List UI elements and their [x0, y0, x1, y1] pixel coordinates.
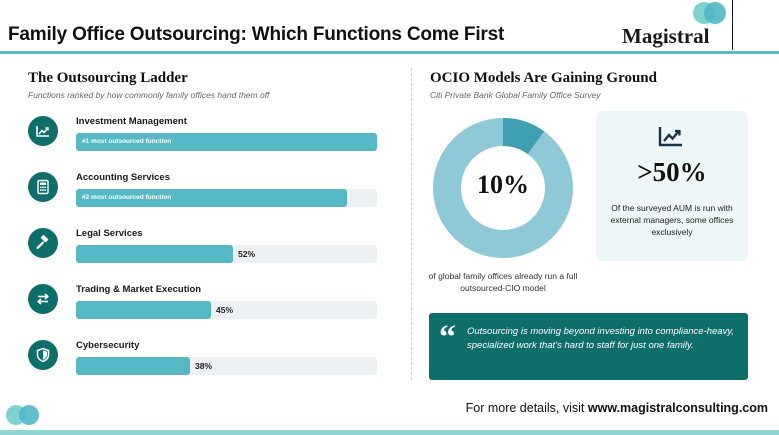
ladder-subtitle: Functions ranked by how commonly family …	[28, 90, 270, 100]
header: Family Office Outsourcing: Which Functio…	[0, 0, 779, 54]
section-divider	[411, 68, 412, 380]
donut-value: 10%	[477, 170, 529, 199]
chart-trend-icon	[658, 127, 682, 147]
ocio-title: OCIO Models Are Gaining Ground	[430, 70, 657, 86]
aum-stat-card: >50% Of the surveyed AUM is run with ext…	[596, 111, 748, 261]
ladder-title: The Outsourcing Ladder	[28, 70, 188, 86]
quote-icon: “	[439, 319, 456, 356]
ladder-item: Cybersecurity 38%	[28, 340, 380, 390]
ladder-bar-label: 45%	[216, 305, 234, 315]
ladder-item: Investment Management #1 most outsourced…	[28, 116, 380, 166]
ladder-bar-fill: #2 most outsourced function	[76, 189, 347, 207]
quote-box: “ Outsourcing is moving beyond investing…	[429, 313, 748, 380]
ladder-bar-track: #1 most outsourced function	[76, 133, 377, 151]
ladder-bar-fill: #1 most outsourced function	[76, 133, 377, 151]
shield-icon	[28, 340, 58, 370]
ladder-bar-fill	[76, 245, 233, 263]
ladder-item-label: Investment Management	[76, 116, 187, 127]
calculator-icon	[28, 172, 58, 202]
stat-description: Of the surveyed AUM is run with external…	[610, 203, 734, 237]
ladder-bar-fill	[76, 357, 190, 375]
ladder-item-label: Legal Services	[76, 228, 143, 239]
ocio-subtitle: Citi Private Bank Global Family Office S…	[430, 90, 601, 100]
footer-dots-icon	[6, 405, 42, 427]
exchange-arrows-icon	[28, 284, 58, 314]
ladder-item: Trading & Market Execution 45%	[28, 284, 380, 334]
ladder-item-label: Trading & Market Execution	[76, 284, 202, 295]
ladder-bar-fill	[76, 301, 211, 319]
donut-segment	[433, 118, 573, 258]
ladder-bar-label: 38%	[195, 361, 213, 371]
ladder-bar-track: #2 most outsourced function	[76, 189, 377, 207]
ladder-bar-label: #2 most outsourced function	[82, 194, 172, 201]
ocio-donut-chart	[433, 118, 573, 258]
chart-trend-icon	[28, 116, 58, 146]
ladder-item: Accounting Services #2 most outsourced f…	[28, 172, 380, 222]
ladder-bar-track: 45%	[76, 301, 377, 319]
footer-url-link[interactable]: www.magistralconsulting.com	[587, 401, 768, 415]
ladder-item-label: Accounting Services	[76, 172, 170, 183]
footer-text: For more details, visit www.magistralcon…	[466, 401, 768, 415]
logo-divider	[732, 0, 733, 50]
magistral-logo: Magistral	[622, 0, 732, 50]
ladder-bar-track: 52%	[76, 245, 377, 263]
title-underline	[0, 51, 779, 54]
quote-text: Outsourcing is moving beyond investing i…	[467, 326, 735, 351]
page-title: Family Office Outsourcing: Which Functio…	[8, 24, 505, 45]
footer-prefix: For more details, visit	[465, 401, 588, 415]
ladder-bar-track: 38%	[76, 357, 377, 375]
ladder-bar-label: #1 most outsourced function	[82, 138, 172, 145]
logo-text: Magistral	[622, 24, 710, 48]
ladder-item: Legal Services 52%	[28, 228, 380, 278]
ladder-bar-label: 52%	[238, 249, 256, 259]
gavel-icon	[28, 228, 58, 258]
ladder-item-label: Cybersecurity	[76, 340, 140, 351]
donut-caption: of global family offices already run a f…	[428, 271, 578, 293]
logo-dots-icon	[693, 2, 733, 24]
footer-rule	[0, 430, 779, 435]
stat-value: >50%	[637, 157, 707, 187]
